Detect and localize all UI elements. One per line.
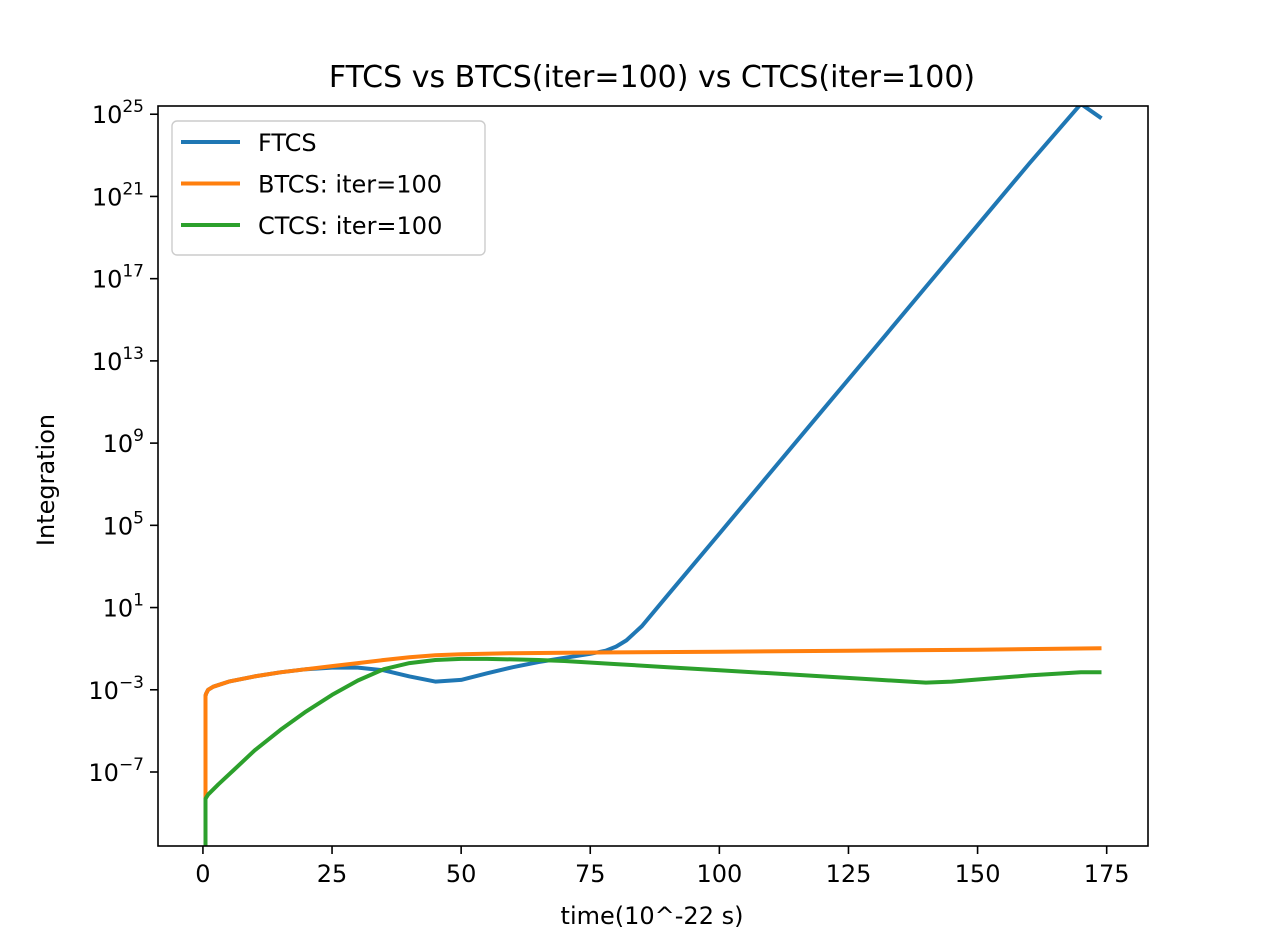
series-line-1: [203, 646, 1102, 846]
y-axis-label: Integration: [32, 414, 60, 546]
legend: FTCS BTCS: iter=100 CTCS: iter=100: [171, 120, 486, 256]
x-tick-label: 150: [955, 860, 1001, 888]
y-tick-label: 1021: [92, 179, 144, 211]
y-tick-label: 1013: [92, 344, 144, 376]
y-tick-label: 101: [103, 591, 144, 623]
plot-area: [203, 106, 1103, 846]
y-tick-label: 1025: [92, 97, 144, 129]
x-axis-label: time(10^-22 s): [561, 902, 744, 930]
legend-label: BTCS: iter=100: [258, 171, 442, 199]
chart-title: FTCS vs BTCS(iter=100) vs CTCS(iter=100): [329, 60, 975, 95]
legend-label: FTCS: [258, 129, 317, 157]
series-line-2: [203, 656, 1102, 846]
y-tick-label: 109: [103, 426, 144, 458]
axes-frame: [157, 105, 1149, 847]
x-tick-label: 100: [696, 860, 742, 888]
x-tick-label: 0: [195, 860, 210, 888]
legend-label: CTCS: iter=100: [258, 212, 442, 240]
y-tick-label: 1017: [92, 262, 144, 294]
x-tick-label: 75: [575, 860, 606, 888]
y-tick-label: 10−3: [88, 673, 144, 705]
legend-box: [171, 120, 486, 256]
x-axis: 0 25 50 75 100 125 150 175: [195, 846, 1130, 888]
x-tick-label: 50: [446, 860, 477, 888]
x-tick-label: 125: [826, 860, 872, 888]
x-tick-label: 175: [1084, 860, 1130, 888]
y-tick-label: 10−7: [88, 755, 144, 787]
y-tick-label: 105: [103, 508, 144, 540]
x-tick-label: 25: [317, 860, 348, 888]
y-axis: 1025 1021 1017 1013 109 105 101 10−3 10−7: [88, 97, 158, 787]
